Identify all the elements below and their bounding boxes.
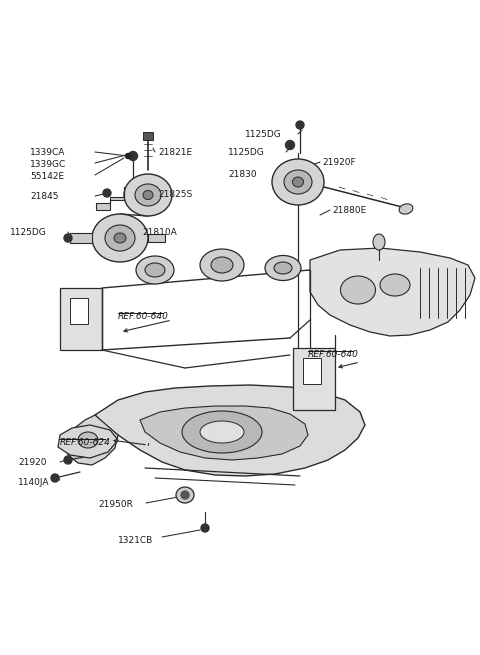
Ellipse shape bbox=[135, 184, 161, 206]
Ellipse shape bbox=[176, 487, 194, 503]
Polygon shape bbox=[310, 248, 475, 336]
Circle shape bbox=[103, 189, 111, 197]
Text: 21821E: 21821E bbox=[158, 148, 192, 157]
Ellipse shape bbox=[182, 411, 262, 453]
Circle shape bbox=[125, 153, 131, 159]
Circle shape bbox=[201, 524, 209, 532]
Polygon shape bbox=[140, 406, 308, 460]
Text: 1125DG: 1125DG bbox=[245, 130, 282, 139]
Text: 21830: 21830 bbox=[228, 170, 257, 179]
Text: 21920: 21920 bbox=[18, 458, 47, 467]
Ellipse shape bbox=[200, 249, 244, 281]
Text: 21825S: 21825S bbox=[158, 190, 192, 199]
Text: 1140JA: 1140JA bbox=[18, 478, 49, 487]
Ellipse shape bbox=[105, 225, 135, 251]
Bar bbox=[60, 288, 102, 350]
Text: REF.60-640: REF.60-640 bbox=[118, 312, 169, 321]
Polygon shape bbox=[148, 234, 165, 242]
Ellipse shape bbox=[272, 159, 324, 205]
Bar bbox=[303, 358, 321, 384]
Ellipse shape bbox=[284, 170, 312, 194]
Ellipse shape bbox=[380, 274, 410, 296]
Ellipse shape bbox=[200, 421, 244, 443]
Ellipse shape bbox=[136, 256, 174, 284]
Circle shape bbox=[181, 491, 189, 499]
Ellipse shape bbox=[373, 234, 385, 250]
Circle shape bbox=[51, 474, 59, 482]
Circle shape bbox=[64, 456, 72, 464]
Circle shape bbox=[296, 121, 304, 129]
Circle shape bbox=[64, 234, 72, 242]
Text: 21880E: 21880E bbox=[332, 206, 366, 215]
Ellipse shape bbox=[92, 214, 148, 262]
Text: 55142E: 55142E bbox=[30, 172, 64, 181]
Ellipse shape bbox=[399, 204, 413, 214]
Ellipse shape bbox=[124, 174, 172, 216]
Bar bbox=[70, 298, 88, 324]
Polygon shape bbox=[96, 187, 124, 210]
Ellipse shape bbox=[340, 276, 375, 304]
Text: 21845: 21845 bbox=[30, 192, 59, 201]
Polygon shape bbox=[95, 385, 365, 476]
Text: 1125DG: 1125DG bbox=[228, 148, 265, 157]
Text: 1339CA: 1339CA bbox=[30, 148, 65, 157]
Ellipse shape bbox=[114, 233, 126, 243]
Ellipse shape bbox=[211, 257, 233, 273]
Text: 21950R: 21950R bbox=[98, 500, 133, 509]
Bar bbox=[143, 132, 153, 140]
Text: 1339GC: 1339GC bbox=[30, 160, 66, 169]
Ellipse shape bbox=[292, 177, 303, 187]
Polygon shape bbox=[65, 415, 118, 465]
Ellipse shape bbox=[274, 262, 292, 274]
Text: 21920F: 21920F bbox=[322, 158, 356, 167]
Polygon shape bbox=[70, 233, 92, 243]
Text: 1125DG: 1125DG bbox=[10, 228, 47, 237]
Circle shape bbox=[286, 141, 295, 149]
Text: REF.60-624: REF.60-624 bbox=[60, 438, 111, 447]
Polygon shape bbox=[58, 425, 118, 458]
Text: REF.60-640: REF.60-640 bbox=[308, 350, 359, 359]
Bar bbox=[293, 348, 335, 410]
Ellipse shape bbox=[143, 191, 153, 200]
Ellipse shape bbox=[78, 432, 98, 448]
Text: 1321CB: 1321CB bbox=[118, 536, 153, 545]
Ellipse shape bbox=[145, 263, 165, 277]
Ellipse shape bbox=[265, 255, 301, 280]
Circle shape bbox=[129, 151, 137, 160]
Text: 21810A: 21810A bbox=[142, 228, 177, 237]
